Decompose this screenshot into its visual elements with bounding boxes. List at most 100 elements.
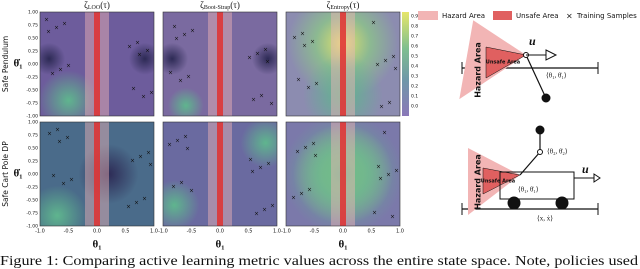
x-tick-label: -1.0	[281, 229, 291, 235]
training-sample: ×	[299, 191, 304, 198]
x-tick-label: 1.0	[396, 229, 404, 235]
training-sample: ×	[190, 28, 195, 35]
heatmap-blobs: ××××××××××××××	[163, 24, 277, 116]
training-sample: ×	[378, 176, 383, 183]
legend-text: Hazard Area	[442, 12, 485, 20]
legend-text: Training Samples	[576, 12, 637, 20]
training-sample: ×	[66, 63, 71, 70]
training-sample: ×	[135, 40, 140, 47]
heatmap-blob	[40, 185, 88, 226]
training-sample: ×	[50, 71, 55, 78]
y-axis-label: θ̇₁	[13, 168, 22, 180]
y-tick-label: -1.00	[26, 224, 38, 230]
training-sample: ×	[302, 43, 307, 50]
colorbar-tick-label: 0.5	[411, 54, 418, 60]
y-tick-label: 1.00	[28, 10, 38, 16]
training-sample: ×	[291, 195, 296, 202]
heatmap-blob	[167, 87, 204, 116]
training-sample: ×	[311, 141, 316, 148]
x-axis-label: θ₁	[215, 239, 224, 251]
training-sample: ×	[127, 44, 132, 51]
heatmap-blobs: ××××××××××××××	[163, 122, 277, 226]
training-sample: ×	[183, 134, 188, 141]
heatmap-panel: ××××××××××××××	[162, 11, 278, 117]
heatmap-blob	[40, 42, 66, 75]
y-tick-label: 0.25	[28, 159, 38, 165]
y-tick-label: 0.00	[28, 62, 38, 68]
heatmap-blob	[78, 144, 139, 204]
training-sample: ×	[130, 158, 135, 165]
training-sample: ×	[142, 196, 147, 203]
training-sample: ×	[307, 187, 312, 194]
x-tick-label: -1.0	[158, 229, 168, 235]
heatmap-blobs: ××××××××××××××	[40, 127, 153, 226]
training-sample: ×	[58, 67, 63, 74]
caption: Figure 1: Comparing active learning metr…	[0, 254, 638, 269]
training-sample: ×	[138, 154, 143, 161]
x-axis-label: θ₁	[338, 239, 347, 251]
colorbar-tick-label: 0.6	[411, 44, 418, 50]
training-sample: ×	[146, 150, 151, 157]
training-sample: ×	[263, 47, 268, 54]
panel-frame	[162, 11, 278, 117]
training-sample: ×	[141, 94, 146, 101]
y-tick-label: 0.50	[28, 146, 38, 152]
row-label: Safe Cart Pole DP	[1, 141, 10, 207]
training-sample: ×	[258, 165, 263, 172]
y-tick-label: -0.25	[26, 185, 38, 191]
training-sample: ×	[172, 24, 177, 31]
colorbar-tick-label: 0.7	[411, 34, 418, 40]
training-sample: ×	[189, 188, 194, 195]
state-label: ⟨θ₁, θ̇₁⟩	[546, 72, 567, 80]
training-sample: ×	[174, 36, 179, 43]
training-sample: ×	[300, 31, 305, 38]
training-sample: ×	[69, 177, 74, 184]
title-sub: Entropy	[330, 5, 349, 11]
training-sample: ×	[250, 169, 255, 176]
panel-frame	[39, 121, 155, 227]
x-tick-label: 1.0	[273, 229, 281, 235]
column-title: ζBoot-Strap(τ)	[200, 0, 240, 11]
training-sample: ×	[269, 101, 274, 108]
y-tick-label: -0.75	[26, 211, 38, 217]
pendulum-diagram	[459, 20, 599, 103]
training-sample: ×	[394, 168, 399, 175]
title-sub: Boot-Strap	[204, 5, 230, 11]
legend-text: Unsafe Area	[516, 12, 559, 20]
control-label: u	[529, 34, 536, 48]
y-tick-label: 0.00	[28, 172, 38, 178]
training-sample: ×	[44, 17, 49, 24]
colorbar-tick-label: 0.9	[411, 14, 418, 20]
colorbar-tick-label: 0.4	[411, 64, 418, 70]
unsafe-band	[94, 122, 100, 226]
training-sample: ×	[126, 204, 131, 211]
state-label: ⟨θ₁, θ̇₁⟩	[518, 186, 539, 194]
training-sample: ×	[175, 138, 180, 145]
column-title: ζEntropy(τ)	[327, 0, 360, 11]
title-arg: (τ)	[230, 0, 240, 10]
training-sample: ×	[382, 130, 387, 137]
training-sample: ×	[259, 93, 264, 100]
training-sample: ×	[182, 32, 187, 39]
training-sample: ×	[393, 66, 398, 73]
x-tick-label: 0.0	[93, 229, 101, 235]
training-sample: ×	[46, 29, 51, 36]
title-arg: (τ)	[100, 0, 110, 10]
unsafe-label: Unsafe Area	[486, 60, 520, 66]
training-sample: ×	[387, 100, 392, 107]
heatmap-blob	[128, 42, 154, 75]
training-sample: ×	[168, 70, 173, 77]
training-sample: ×	[62, 21, 67, 28]
training-sample: ×	[390, 214, 395, 221]
training-sample: ×	[303, 145, 308, 152]
y-tick-label: 0.75	[28, 133, 38, 139]
unsafe-label: Unsafe Area	[481, 179, 515, 185]
legend-cross: ×	[566, 12, 573, 21]
training-sample: ×	[178, 78, 183, 85]
cartpole-diagram	[461, 125, 601, 215]
heatmap-blob	[163, 42, 189, 75]
training-sample: ×	[47, 131, 52, 138]
panel-frame	[39, 11, 155, 117]
heatmap-panel: ××××××××××××××	[285, 11, 401, 117]
training-sample: ×	[375, 62, 380, 69]
